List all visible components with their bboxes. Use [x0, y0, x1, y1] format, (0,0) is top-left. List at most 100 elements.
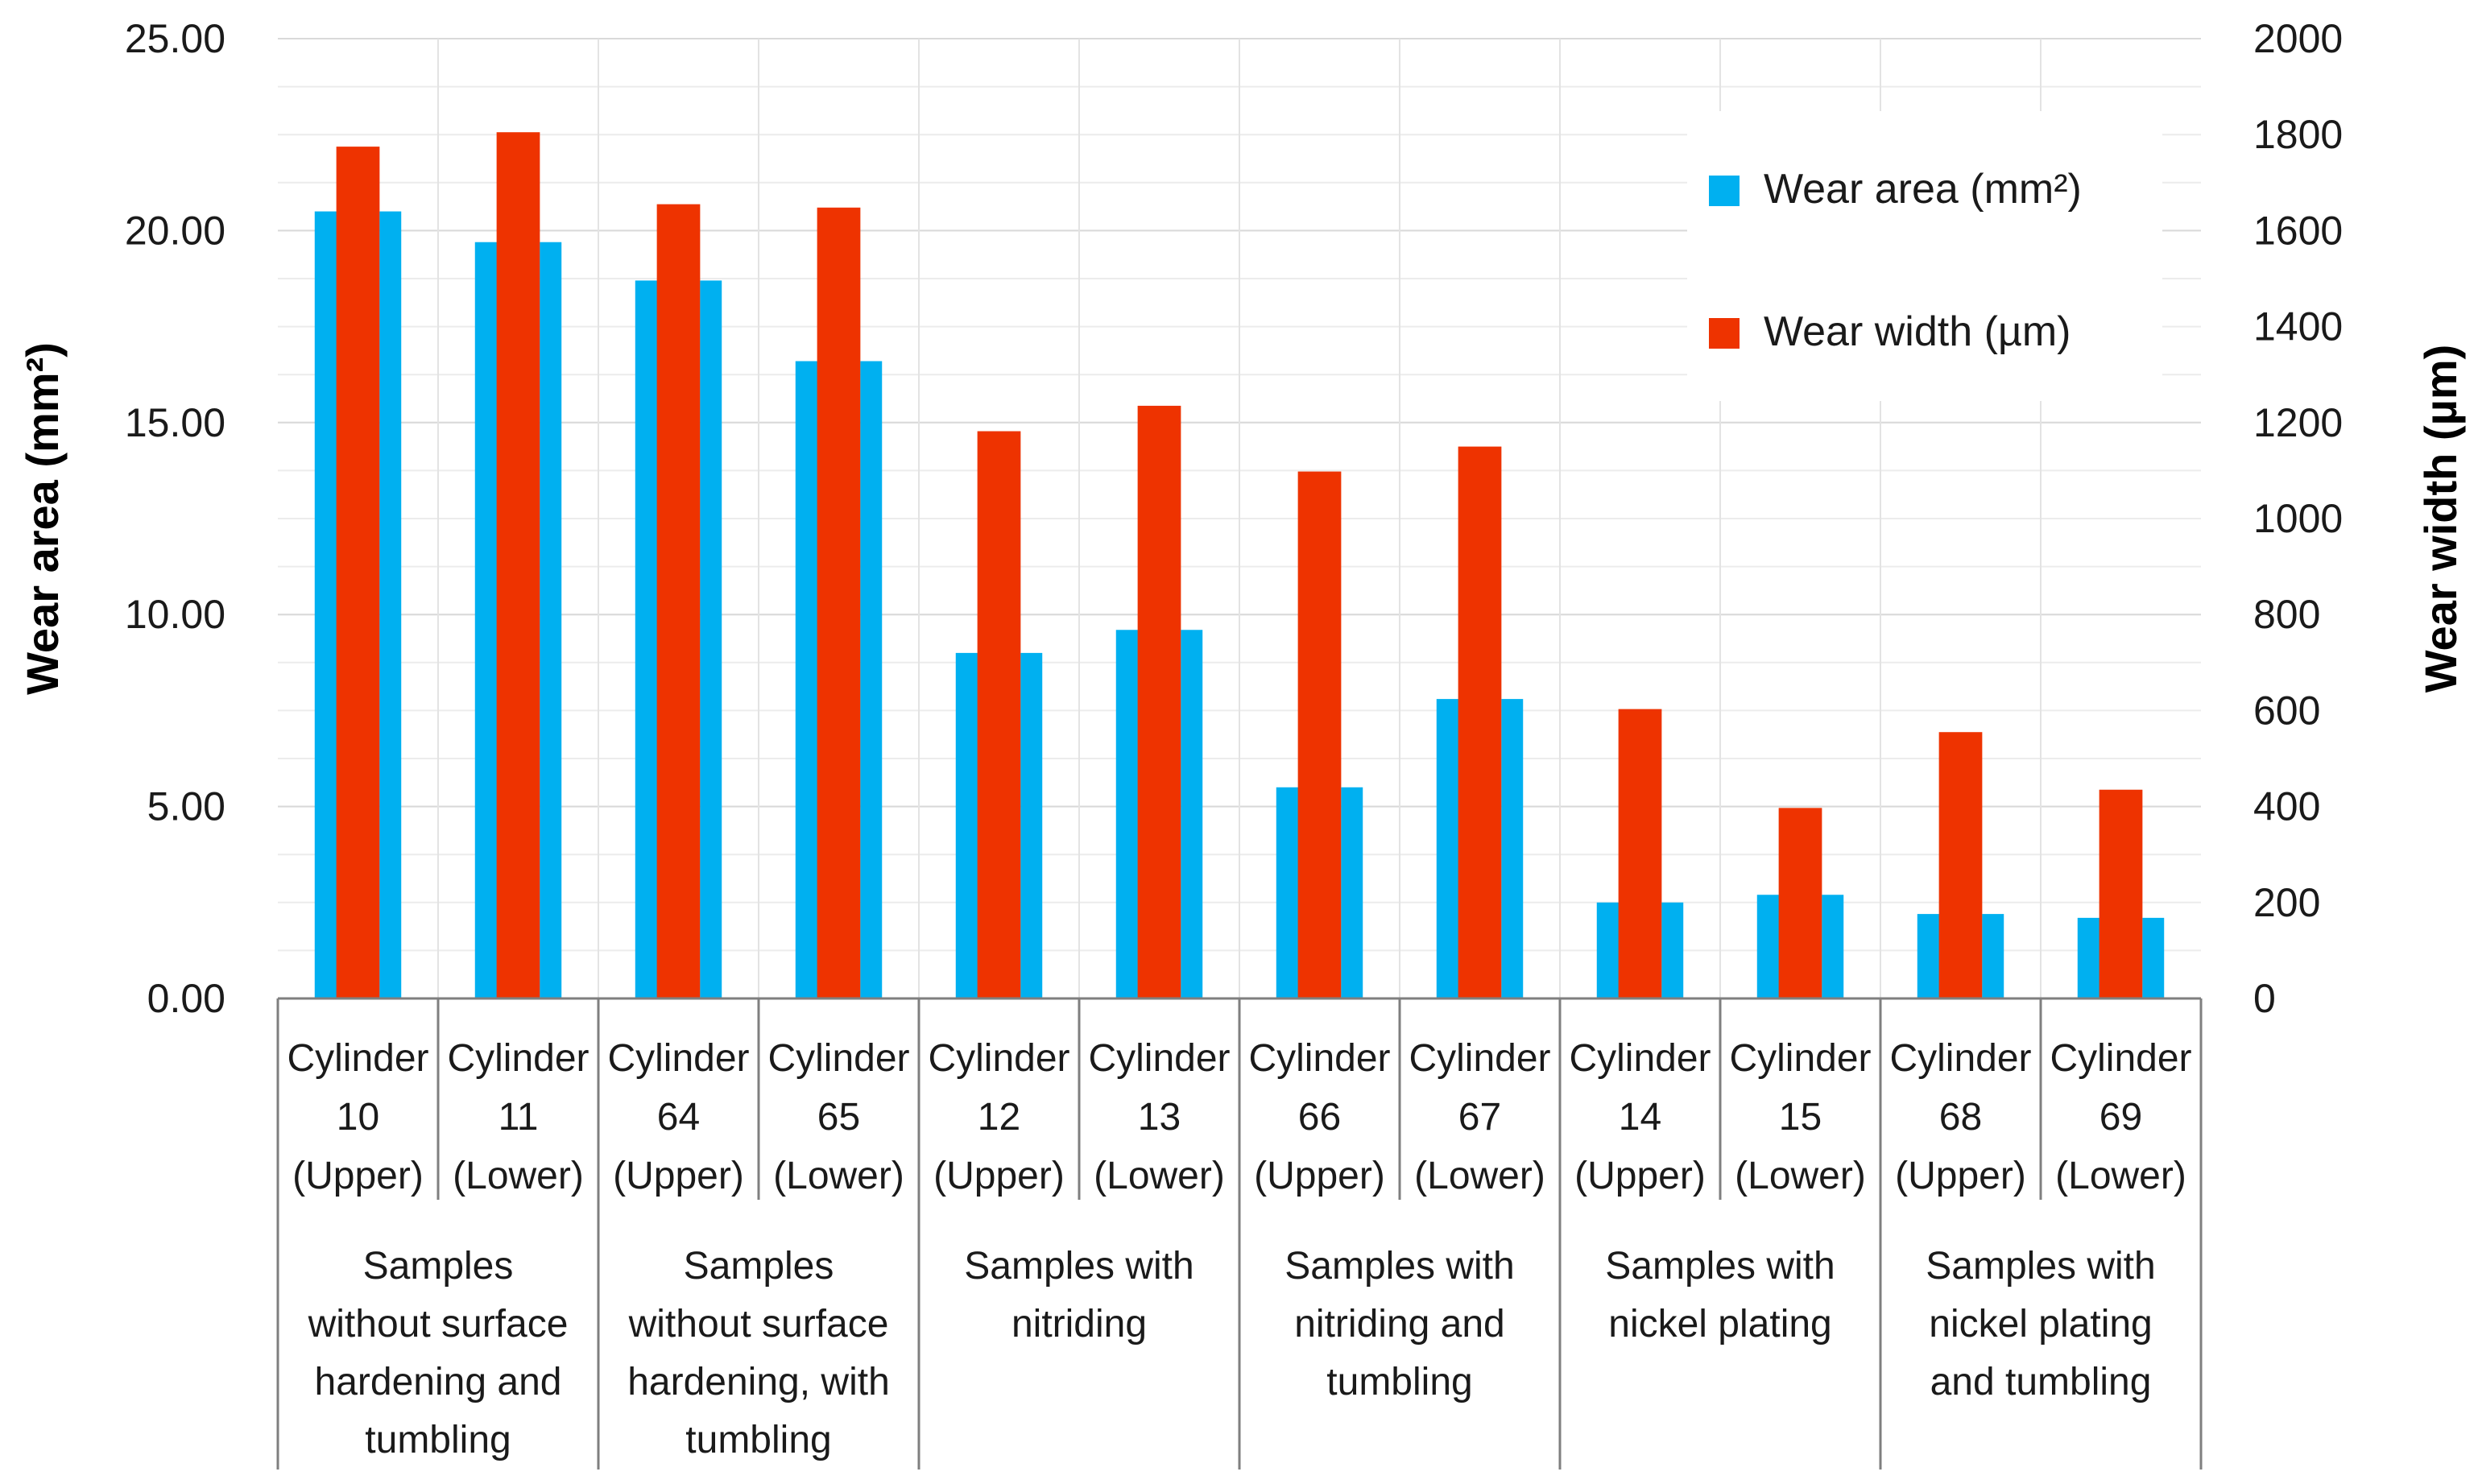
bar-wear-area-right-part: [2142, 917, 2165, 998]
category-label: Cylinder: [1248, 1037, 1390, 1080]
y-right-tick-label: 0: [2253, 976, 2276, 1021]
category-label: (Upper): [1254, 1155, 1385, 1197]
category-label: 12: [978, 1096, 1020, 1139]
group-label: nitriding: [1011, 1303, 1147, 1346]
y-right-tick-label: 200: [2253, 880, 2320, 925]
group-label: tumbling: [1326, 1361, 1472, 1403]
y-right-tick-label: 400: [2253, 784, 2320, 829]
category-label: (Upper): [1574, 1155, 1706, 1197]
category-label: Cylinder: [928, 1037, 1069, 1080]
category-label: 15: [1779, 1096, 1822, 1139]
group-label: Samples with: [1285, 1245, 1514, 1288]
group-label: nickel plating: [1929, 1303, 2153, 1346]
bar-wear-area-right-part: [540, 242, 562, 999]
group-label: hardening and: [315, 1361, 562, 1403]
category-label: (Lower): [453, 1155, 584, 1197]
y-left-axis-title: Wear area (mm²): [17, 342, 68, 695]
group-label: Samples: [363, 1245, 514, 1288]
labels: 0.00 5.00 10.00 15.00 20.00 25.00 0 200 400 600 80…: [17, 16, 2466, 1461]
bar-wear-area-right-part: [860, 361, 883, 999]
legend-background: [1687, 111, 2162, 401]
category-label: Cylinder: [607, 1037, 749, 1080]
group-label: nitriding and: [1294, 1303, 1505, 1346]
group-label: and tumbling: [1930, 1361, 2152, 1403]
bar-wear-width: [1938, 732, 1983, 998]
category-label: Cylinder: [1569, 1037, 1711, 1080]
group-label: without surface: [628, 1303, 889, 1346]
y-right-tick-label: 1800: [2253, 112, 2343, 157]
category-label: (Upper): [1895, 1155, 2026, 1197]
category-label: Cylinder: [1729, 1037, 1871, 1080]
bar-wear-width: [1778, 808, 1822, 998]
bar-wear-width: [1458, 446, 1502, 998]
category-label: (Lower): [1414, 1155, 1545, 1197]
y-left-tick-label: 20.00: [125, 208, 225, 253]
bar-wear-area-right-part: [1982, 914, 2004, 998]
group-label: Samples with: [1926, 1245, 2155, 1288]
bars: [314, 132, 2165, 999]
category-label: (Upper): [292, 1155, 424, 1197]
group-label: Samples: [684, 1245, 834, 1288]
category-label: Cylinder: [2050, 1037, 2191, 1080]
y-right-tick-label: 600: [2253, 688, 2320, 733]
bar-wear-area-right-part: [1501, 699, 1524, 998]
bar-wear-width: [656, 204, 701, 998]
category-label: 65: [817, 1096, 860, 1139]
bar-wear-area-right-part: [1020, 652, 1043, 998]
bar-wear-width: [817, 207, 861, 998]
category-label: (Lower): [2055, 1155, 2186, 1197]
y-right-axis-title: Wear width (µm): [2415, 345, 2466, 693]
group-label: tumbling: [365, 1419, 511, 1461]
y-left-tick-label: 15.00: [125, 400, 225, 445]
bar-wear-width: [977, 431, 1021, 998]
y-right-tick-label: 2000: [2253, 16, 2343, 61]
category-label: (Upper): [613, 1155, 744, 1197]
category-label: Cylinder: [1409, 1037, 1550, 1080]
bar-wear-area-right-part: [1822, 895, 1844, 998]
category-label: 13: [1138, 1096, 1181, 1139]
category-label: 68: [1939, 1096, 1982, 1139]
category-label: Cylinder: [287, 1037, 428, 1080]
bar-wear-area-right-part: [379, 211, 402, 998]
bar-wear-width: [1297, 471, 1342, 998]
group-label: Samples with: [964, 1245, 1193, 1288]
group-label: nickel plating: [1608, 1303, 1832, 1346]
bar-wear-area-right-part: [700, 280, 722, 998]
category-label: (Upper): [933, 1155, 1065, 1197]
legend-label: Wear width (µm): [1764, 308, 2071, 355]
category-label: Cylinder: [1088, 1037, 1230, 1080]
bar-wear-width: [336, 147, 380, 999]
category-label: 14: [1619, 1096, 1661, 1139]
bar-wear-area-right-part: [1661, 902, 1684, 998]
y-left-tick-label: 25.00: [125, 16, 225, 61]
legend-label: Wear area (mm²): [1764, 166, 2082, 213]
y-right-tick-label: 1400: [2253, 304, 2343, 349]
y-right-tick-label: 800: [2253, 592, 2320, 637]
legend: Wear area (mm²) Wear width (µm): [1687, 111, 2162, 401]
legend-swatch: [1709, 176, 1740, 206]
category-label: (Lower): [1735, 1155, 1866, 1197]
group-label: without surface: [308, 1303, 569, 1346]
bar-wear-width: [1618, 709, 1662, 998]
bar-wear-width: [496, 132, 540, 999]
bar-wear-width: [1137, 405, 1181, 998]
group-label: tumbling: [685, 1419, 831, 1461]
group-label: hardening, with: [627, 1361, 890, 1403]
category-label: 69: [2099, 1096, 2142, 1139]
category-label: Cylinder: [767, 1037, 909, 1080]
category-label: (Lower): [1094, 1155, 1225, 1197]
category-label: 67: [1458, 1096, 1501, 1139]
bar-wear-area-right-part: [1181, 630, 1203, 998]
group-label: Samples with: [1605, 1245, 1835, 1288]
category-label: 64: [657, 1096, 700, 1139]
category-label: Cylinder: [447, 1037, 589, 1080]
bar-wear-width: [2099, 789, 2143, 998]
bar-wear-area-right-part: [1341, 787, 1363, 998]
axes: [276, 997, 2203, 1470]
category-label: 11: [498, 1096, 539, 1139]
legend-swatch: [1709, 318, 1740, 349]
y-right-tick-label: 1600: [2253, 208, 2343, 253]
y-right-tick-label: 1200: [2253, 400, 2343, 445]
y-left-tick-label: 5.00: [147, 784, 225, 829]
